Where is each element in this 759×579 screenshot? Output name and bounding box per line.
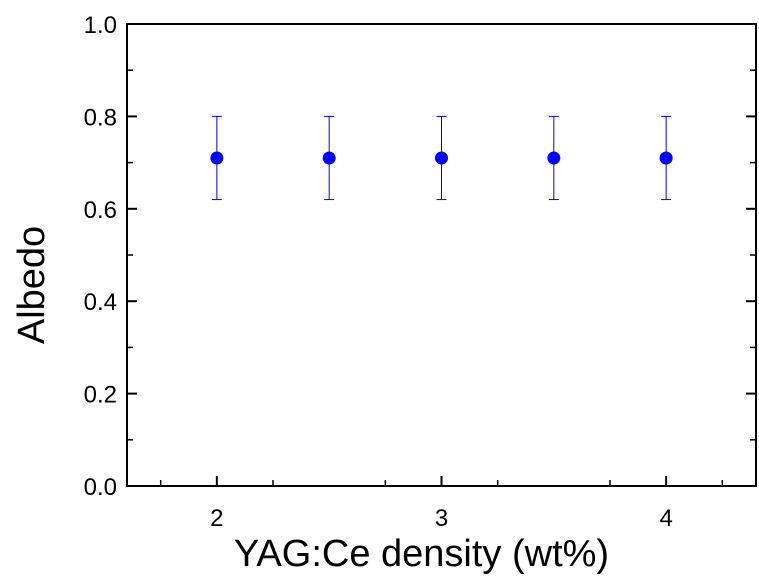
- y-axis-title: Albedo: [11, 226, 53, 344]
- y-tick-label: 0.2: [84, 382, 117, 409]
- data-point: [322, 115, 336, 201]
- y-tick-label: 0.8: [84, 104, 117, 131]
- x-tick-label: 3: [435, 505, 448, 532]
- data-point: [210, 115, 224, 201]
- data-marker: [435, 151, 448, 165]
- y-tick-label: 0.4: [84, 289, 117, 316]
- data-point: [435, 115, 448, 201]
- x-tick-label: 2: [210, 505, 223, 532]
- x-axis-title: YAG:Ce density (wt%): [234, 533, 609, 575]
- major-ticks: [127, 23, 756, 487]
- x-tick-label: 4: [659, 505, 672, 532]
- y-tick-label: 0.0: [84, 474, 117, 501]
- data-marker: [547, 151, 561, 165]
- y-tick-label: 1.0: [84, 12, 117, 39]
- data-marker: [322, 151, 336, 165]
- plot-frame: [126, 23, 757, 487]
- y-tick-label: 0.6: [84, 197, 117, 224]
- data-point: [659, 115, 673, 201]
- data-point: [547, 115, 561, 201]
- data-marker: [210, 151, 224, 165]
- series-layer: [210, 115, 673, 201]
- tick-labels: 2 3 4 0.0 0.2 0.4 0.6 0.8 1.0: [84, 12, 673, 532]
- data-marker: [659, 151, 673, 165]
